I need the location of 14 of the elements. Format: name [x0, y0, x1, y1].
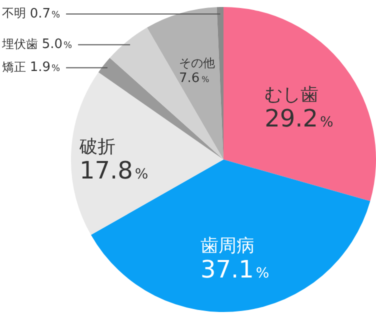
data-label: 7.6%	[178, 70, 210, 86]
data-label: 5.0%	[42, 37, 72, 52]
slice-label: むし歯	[264, 84, 319, 106]
slice-label: その他	[178, 56, 215, 70]
data-label: 29.2%	[264, 104, 334, 133]
slice-label: 矯正	[2, 60, 30, 74]
slice-label: 歯周病	[200, 235, 254, 256]
slice-label: 不明	[2, 6, 30, 20]
slice-label: 破折	[78, 136, 116, 158]
data-label: 1.9%	[30, 60, 60, 76]
data-label: 37.1%	[200, 255, 270, 284]
data-label: 17.8%	[79, 156, 148, 184]
data-label: 0.7%	[30, 6, 60, 22]
slice-label: 埋伏歯	[1, 36, 42, 51]
